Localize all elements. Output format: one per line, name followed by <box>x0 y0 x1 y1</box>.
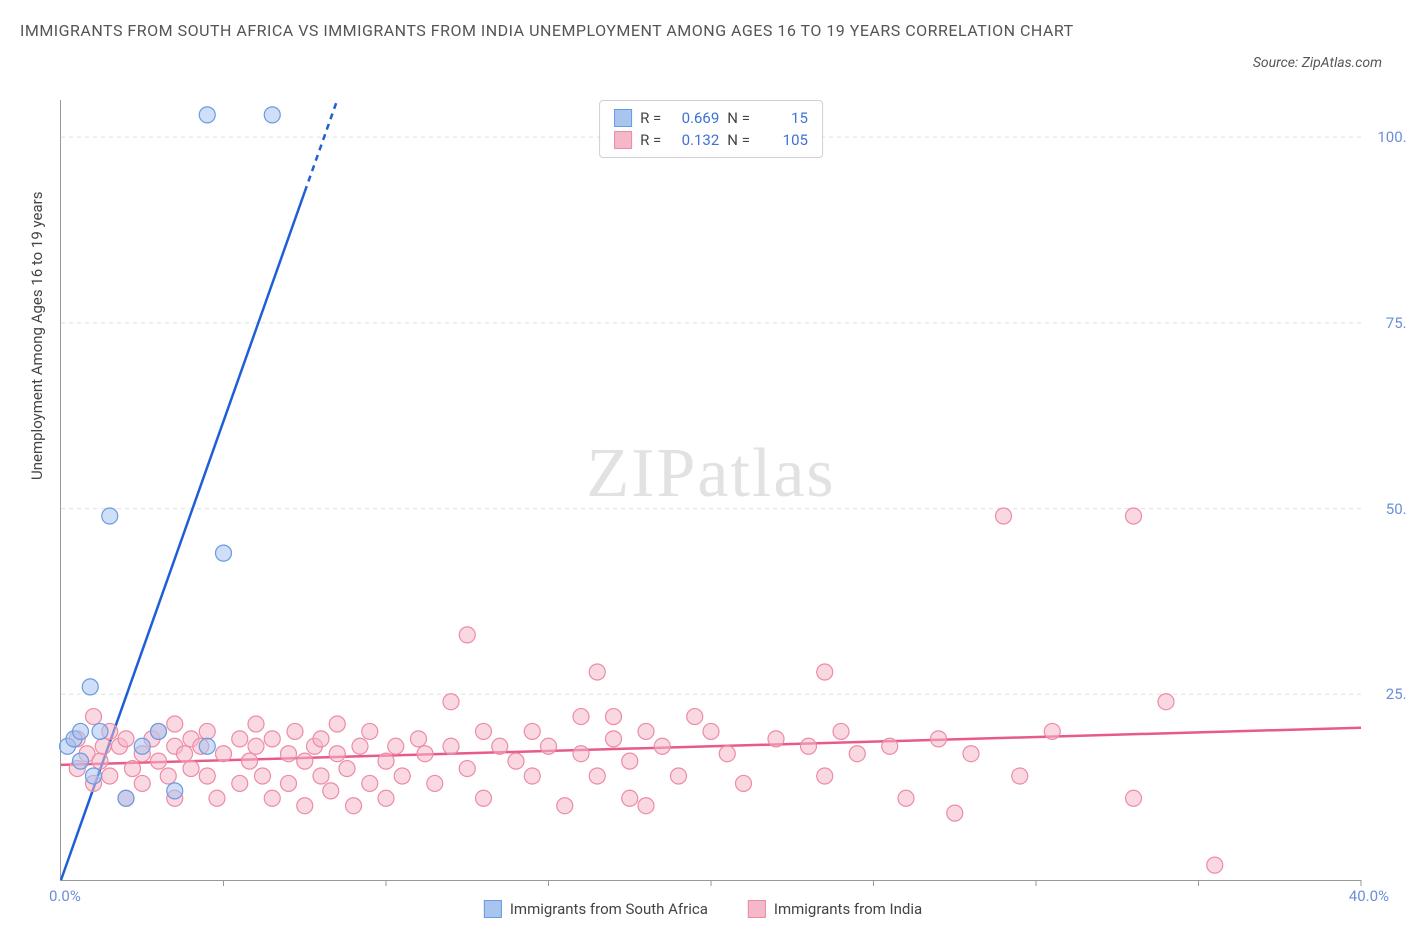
legend-item-india: Immigrants from India <box>748 900 922 918</box>
y-tick-label: 75.0% <box>1386 314 1406 332</box>
legend-item-south-africa: Immigrants from South Africa <box>484 900 708 918</box>
correlation-chart: IMMIGRANTS FROM SOUTH AFRICA VS IMMIGRAN… <box>0 0 1406 930</box>
legend-swatch-south-africa <box>614 109 632 127</box>
plot-svg <box>61 100 1361 880</box>
legend-row-india: R = 0.132 N = 105 <box>614 129 808 151</box>
legend-swatch-south-africa <box>484 900 502 918</box>
legend-row-south-africa: R = 0.669 N = 15 <box>614 107 808 129</box>
chart-title: IMMIGRANTS FROM SOUTH AFRICA VS IMMIGRAN… <box>20 18 1074 44</box>
legend-swatch-india <box>748 900 766 918</box>
legend-swatch-india <box>614 131 632 149</box>
y-tick-label: 25.0% <box>1386 685 1406 703</box>
x-axis-max-label: 40.0% <box>1349 887 1389 905</box>
y-tick-label: 100.0% <box>1377 128 1406 146</box>
x-axis-min-label: 0.0% <box>49 887 81 905</box>
y-axis-label: Unemployment Among Ages 16 to 19 years <box>28 192 46 480</box>
plot-area: ZIPatlas R = 0.669 N = 15 R = 0.132 N = … <box>60 100 1361 881</box>
source-attribution: Source: ZipAtlas.com <box>1253 55 1382 71</box>
correlation-legend: R = 0.669 N = 15 R = 0.132 N = 105 <box>599 100 823 158</box>
y-tick-label: 50.0% <box>1386 500 1406 518</box>
legend-label-south-africa: Immigrants from South Africa <box>510 900 708 918</box>
legend-label-india: Immigrants from India <box>774 900 922 918</box>
series-legend: Immigrants from South Africa Immigrants … <box>484 900 922 918</box>
